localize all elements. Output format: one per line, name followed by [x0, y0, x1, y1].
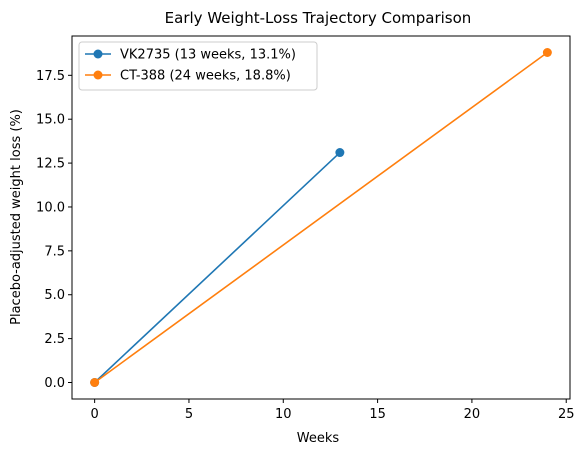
x-tick-label: 20: [464, 407, 481, 422]
y-tick-label: 10.0: [36, 200, 65, 215]
chart-title: Early Weight-Loss Trajectory Comparison: [165, 9, 472, 27]
x-tick-label: 5: [185, 407, 193, 422]
y-axis-label: Placebo-adjusted weight loss (%): [9, 109, 24, 325]
x-tick-label: 15: [369, 407, 386, 422]
y-tick-label: 0.0: [44, 376, 65, 391]
x-tick-label: 25: [558, 407, 575, 422]
legend-label-1: CT-388 (24 weeks, 18.8%): [120, 69, 291, 84]
y-tick-label: 17.5: [36, 69, 65, 84]
legend-marker-0: [93, 49, 103, 59]
y-tick-label: 7.5: [44, 244, 65, 259]
x-axis-ticks: 0 5 10 15 20 25: [90, 399, 575, 422]
legend-marker-1: [93, 70, 103, 80]
y-tick-label: 15.0: [36, 113, 65, 128]
plot-area-frame: [71, 35, 571, 400]
series-line-0: [94, 151, 341, 384]
y-axis-ticks: 0.0 2.5 5.0 7.5 10.0 12.5 15.0 17.5: [36, 69, 72, 391]
legend-label-0: VK2735 (13 weeks, 13.1%): [120, 48, 296, 63]
x-tick-label: 0: [90, 407, 98, 422]
y-tick-label: 12.5: [36, 157, 65, 172]
y-tick-label: 2.5: [44, 332, 65, 347]
x-tick-label: 10: [275, 407, 292, 422]
series-layer: [90, 48, 552, 387]
legend: VK2735 (13 weeks, 13.1%) CT-388 (24 weeks…: [78, 41, 318, 91]
x-axis-label: Weeks: [297, 431, 340, 446]
y-tick-label: 5.0: [44, 288, 65, 303]
series-0-point: [335, 148, 345, 158]
series-line-1: [94, 51, 548, 384]
series-1-point: [90, 378, 100, 387]
legend-box: [78, 41, 318, 91]
series-1-point: [542, 48, 552, 57]
